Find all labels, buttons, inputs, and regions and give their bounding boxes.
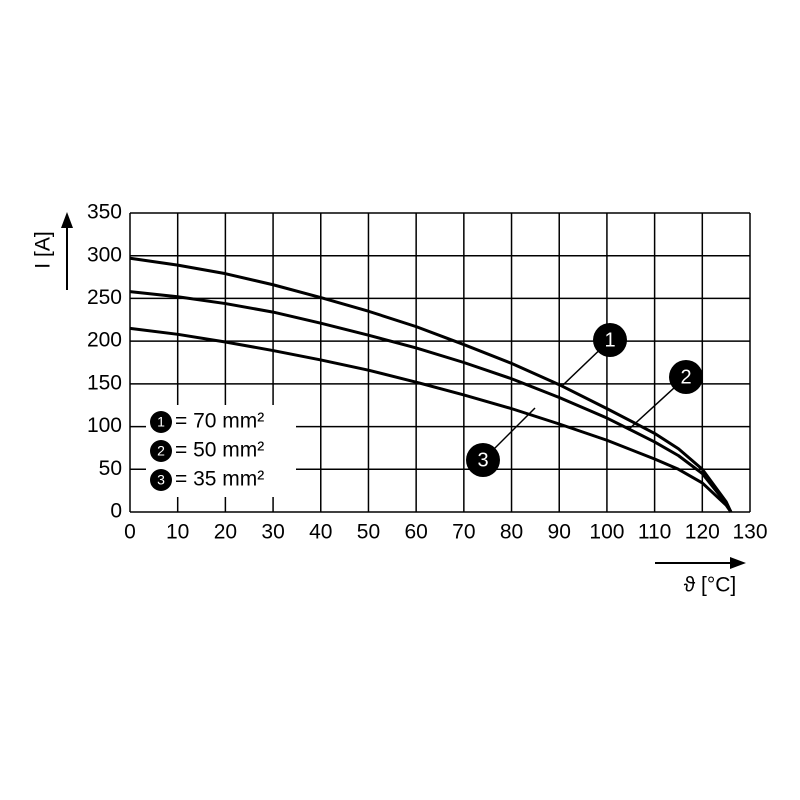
curve <box>129 290 733 513</box>
legend-label: = 35 mm² <box>175 468 264 491</box>
y-tick-label: 250 <box>87 286 122 309</box>
x-tick-label: 70 <box>452 521 475 544</box>
x-tick-label: 50 <box>357 521 380 544</box>
x-tick-label: 0 <box>124 521 136 544</box>
badge <box>466 443 500 477</box>
x-tick-label: 130 <box>732 521 767 544</box>
y-axis-label: I [A] <box>32 231 55 268</box>
x-tick-label: 80 <box>500 521 523 544</box>
legend-badge-label: 2 <box>157 443 165 459</box>
x-tick-label: 90 <box>548 521 571 544</box>
badge <box>669 360 703 394</box>
legend-label: = 70 mm² <box>175 410 264 433</box>
x-tick-label: 30 <box>261 521 284 544</box>
legend-badge-label: 1 <box>157 414 165 430</box>
x-tick-label: 10 <box>166 521 189 544</box>
y-tick-label: 300 <box>87 243 122 266</box>
badge-label: 1 <box>604 329 615 351</box>
legend-badge <box>150 469 172 491</box>
x-tick-label: 100 <box>589 521 624 544</box>
curve <box>129 256 733 513</box>
y-tick-label: 150 <box>87 371 122 394</box>
x-tick-label: 20 <box>214 521 237 544</box>
legend-badge <box>150 440 172 462</box>
y-tick-label: 350 <box>87 201 122 224</box>
y-tick-label: 100 <box>87 414 122 437</box>
x-tick-label: 120 <box>685 521 720 544</box>
legend-label: = 50 mm² <box>175 439 264 462</box>
y-tick-label: 0 <box>110 500 122 523</box>
legend-badge-label: 3 <box>157 472 165 488</box>
curve <box>129 326 733 513</box>
y-arrow-head <box>61 212 73 228</box>
legend-badge <box>150 411 172 433</box>
x-arrow-head <box>730 557 746 569</box>
badge-label: 2 <box>680 366 691 388</box>
x-axis-label: ϑ [°C] <box>684 574 737 597</box>
x-tick-label: 60 <box>404 521 427 544</box>
badge-label: 3 <box>477 449 488 471</box>
y-tick-label: 200 <box>87 329 122 352</box>
x-tick-label: 110 <box>638 521 671 544</box>
x-tick-label: 40 <box>309 521 332 544</box>
badge <box>593 323 627 357</box>
y-tick-label: 50 <box>99 457 122 480</box>
